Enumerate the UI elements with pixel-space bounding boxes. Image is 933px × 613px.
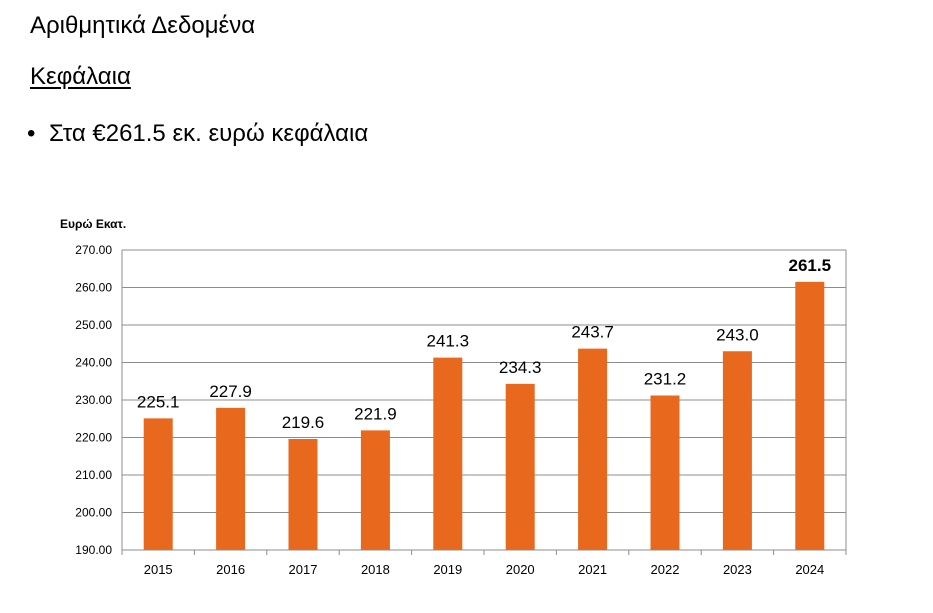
bar-2021 — [578, 348, 608, 550]
slide-title: Αριθμητικά Δεδομένα — [30, 12, 256, 39]
x-tick-label-2024: 2024 — [795, 562, 824, 577]
x-tick-label-2017: 2017 — [289, 562, 318, 577]
y-tick-label: 210.00 — [75, 468, 112, 482]
data-label-2020: 234.3 — [499, 358, 542, 377]
bars — [143, 281, 825, 550]
y-tick-label: 200.00 — [75, 506, 112, 520]
y-tick-label: 260.00 — [75, 281, 112, 295]
bar-2024 — [795, 281, 825, 550]
bar-2020 — [505, 383, 535, 550]
bullet-symbol: • — [27, 120, 36, 147]
y-tick-label: 240.00 — [75, 356, 112, 370]
data-label-2023: 243.0 — [716, 325, 759, 344]
y-tick-label: 220.00 — [75, 431, 112, 445]
x-tick-label-2019: 2019 — [433, 562, 462, 577]
data-label-2022: 231.2 — [644, 370, 687, 389]
data-label-2016: 227.9 — [209, 382, 252, 401]
x-tick-label-2015: 2015 — [144, 562, 173, 577]
bar-2023 — [722, 351, 752, 550]
data-label-2019: 241.3 — [427, 332, 470, 351]
section-heading: Κεφάλαια — [30, 63, 131, 90]
bar-2017 — [288, 439, 318, 550]
bullet-text: Στα €261.5 εκ. ευρώ κεφάλαια — [49, 120, 369, 147]
bar-2019 — [433, 357, 463, 550]
y-tick-label: 250.00 — [75, 318, 112, 332]
bar-2022 — [650, 395, 680, 550]
x-tick-label-2020: 2020 — [506, 562, 535, 577]
x-tick-label-2018: 2018 — [361, 562, 390, 577]
x-tick-label-2016: 2016 — [216, 562, 245, 577]
bar-2016 — [216, 407, 246, 550]
bullet-item: • Στα €261.5 εκ. ευρώ κεφάλαια — [27, 119, 368, 149]
data-label-2015: 225.1 — [137, 392, 180, 411]
data-labels: 225.1 227.9 219.6 221.9 241.3 234.3 243.7 231.2… — [137, 256, 831, 432]
data-label-2018: 221.9 — [354, 404, 397, 423]
x-tick-label-2023: 2023 — [723, 562, 752, 577]
y-tick-label: 270.00 — [75, 243, 112, 257]
data-label-2024: 261.5 — [789, 256, 832, 275]
bar-2018 — [360, 430, 390, 550]
data-label-2021: 243.7 — [571, 323, 614, 342]
y-axis-title: Ευρώ Εκατ. — [60, 217, 126, 231]
x-tick-label-2021: 2021 — [578, 562, 607, 577]
bar-2015 — [143, 418, 173, 550]
axis-ticks: 190.00 200.00 210.00 220.00 230.00 240.00 250.… — [75, 243, 847, 577]
x-tick-label-2022: 2022 — [651, 562, 680, 577]
data-label-2017: 219.6 — [282, 413, 325, 432]
y-tick-label: 190.00 — [75, 543, 112, 557]
y-tick-label: 230.00 — [75, 393, 112, 407]
